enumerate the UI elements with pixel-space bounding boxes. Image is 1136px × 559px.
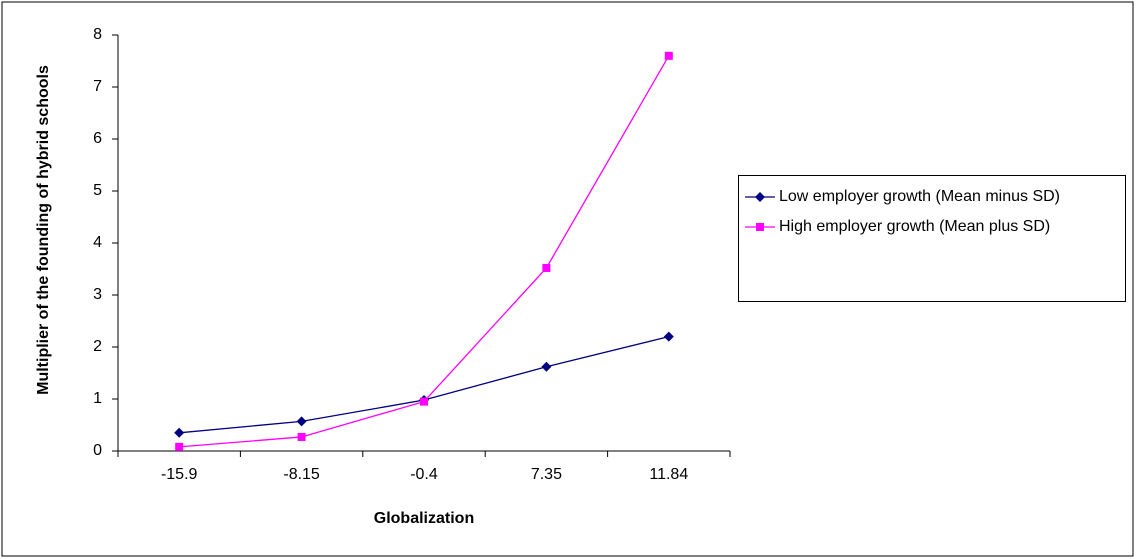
y-tick-label: 6 — [93, 130, 102, 147]
y-tick-label: 2 — [93, 338, 102, 355]
point — [174, 427, 185, 438]
legend-swatch — [745, 192, 775, 202]
point — [663, 331, 674, 342]
legend-label: Low employer growth (Mean minus SD) — [779, 188, 1060, 205]
x-tick-label: -0.4 — [410, 466, 438, 483]
legend-item: High employer growth (Mean plus SD) — [745, 216, 1119, 238]
y-tick-label: 1 — [93, 390, 102, 407]
legend-label: High employer growth (Mean plus SD) — [779, 218, 1051, 235]
point — [542, 263, 551, 272]
y-tick-label: 3 — [93, 286, 102, 303]
y-tick-label: 0 — [93, 442, 102, 459]
series-line — [179, 335, 669, 434]
point — [664, 51, 673, 60]
point — [420, 397, 428, 406]
legend-item: Low employer growth (Mean minus SD) — [745, 186, 1119, 208]
series-line — [179, 55, 670, 448]
y-tick-label: 7 — [93, 78, 102, 95]
y-axis-label: Multiplier of the founding of hybrid sch… — [35, 65, 52, 395]
point — [297, 432, 306, 441]
legend: Low employer growth (Mean minus SD) High … — [738, 175, 1126, 302]
legend-marker — [756, 223, 764, 231]
point — [541, 361, 552, 372]
x-axis-label: Globalization — [373, 510, 475, 527]
x-tick-label: -15.9 — [161, 466, 198, 483]
y-tick-label: 8 — [93, 26, 102, 43]
legend-marker — [755, 192, 765, 202]
legend-swatch — [745, 223, 775, 231]
x-tick-label: 7.35 — [531, 466, 562, 483]
point — [175, 442, 184, 451]
point — [296, 416, 307, 427]
x-tick-label: 11.84 — [649, 466, 688, 483]
y-tick-label: 4 — [93, 234, 102, 251]
x-tick-label: -8.15 — [283, 466, 320, 483]
y-tick-label: 5 — [93, 182, 102, 199]
